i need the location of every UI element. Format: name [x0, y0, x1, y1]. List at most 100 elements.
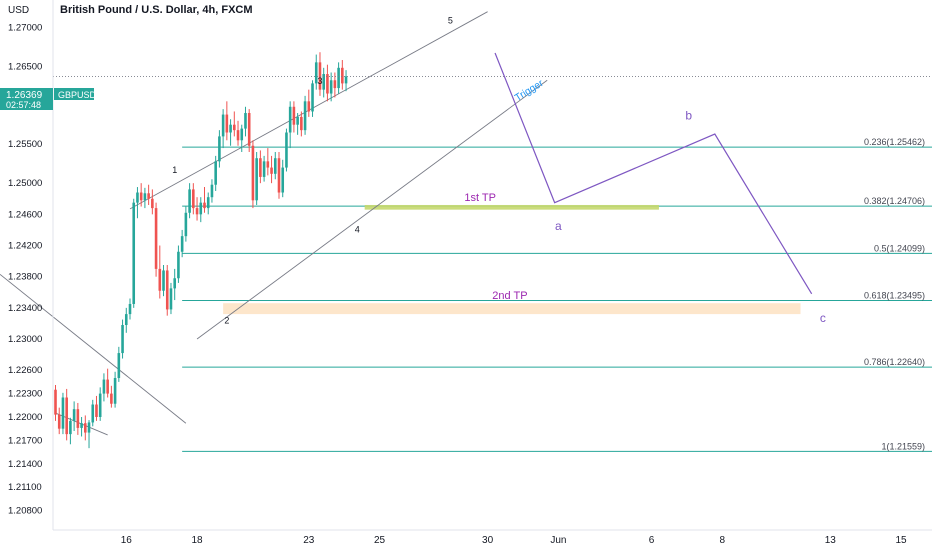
- fib-level-label: 0.5(1.24099): [874, 243, 925, 253]
- candle-body: [61, 397, 65, 429]
- candle: [225, 101, 229, 141]
- candle-body: [296, 116, 299, 125]
- candle: [113, 371, 117, 408]
- x-tick-label: 25: [374, 535, 386, 546]
- candle-body: [121, 325, 124, 354]
- candle: [333, 72, 337, 98]
- bar-countdown: 02:57:48: [6, 100, 41, 110]
- currency-label: USD: [8, 5, 29, 16]
- y-tick-label: 1.23400: [8, 303, 42, 314]
- tp1-zone[interactable]: [364, 204, 659, 210]
- y-tick-label: 1.20800: [8, 506, 42, 517]
- y-tick-label: 1.22000: [8, 412, 42, 423]
- wave-projection[interactable]: Trigger: [494, 52, 813, 295]
- candle: [341, 60, 344, 90]
- candle-body: [84, 423, 87, 433]
- candle: [169, 282, 173, 315]
- candle: [262, 155, 266, 182]
- candle-body: [98, 393, 102, 417]
- fib-level-label: 0.618(1.23495): [864, 290, 925, 300]
- candle: [329, 72, 333, 102]
- candle: [98, 387, 102, 421]
- candle: [273, 151, 277, 180]
- x-tick-label: 23: [303, 535, 315, 546]
- descending-trendline[interactable]: [0, 274, 187, 424]
- candle: [203, 187, 206, 213]
- candle-body: [210, 184, 214, 198]
- fib-level-label: 1(1.21559): [881, 441, 925, 451]
- tp2-zone[interactable]: [223, 303, 801, 315]
- candle: [192, 183, 195, 215]
- candle: [162, 265, 165, 297]
- candle-body: [288, 106, 292, 133]
- candle-body: [206, 197, 210, 209]
- candle-body: [270, 167, 273, 174]
- candle-body: [311, 83, 314, 112]
- candle: [296, 113, 299, 135]
- y-tick-label: 1.25000: [8, 178, 42, 189]
- candle-body: [247, 113, 251, 146]
- candle-body: [281, 167, 285, 193]
- candle-body: [236, 130, 240, 141]
- y-tick-label: 1.23000: [8, 334, 42, 345]
- candle-body: [307, 101, 311, 112]
- candle-body: [69, 420, 72, 435]
- candle: [210, 179, 214, 203]
- candle-body: [303, 101, 307, 131]
- candle: [292, 101, 296, 133]
- candle-body: [124, 314, 128, 326]
- candle-body: [221, 114, 225, 137]
- candle: [177, 245, 180, 283]
- candle: [65, 388, 68, 441]
- abc-projection-path[interactable]: [494, 52, 813, 295]
- y-tick-label: 1.21400: [8, 459, 42, 470]
- fibonacci-retracement[interactable]: 0.236(1.25462) 0.382(1.24706) 0.5(1.24099)…: [182, 137, 932, 452]
- x-tick-label: 18: [191, 535, 203, 546]
- candlestick-series: [54, 52, 348, 449]
- candle-body: [259, 158, 262, 177]
- y-tick-label: 1.24600: [8, 209, 42, 220]
- candle-body: [266, 161, 270, 168]
- candle-body: [214, 161, 217, 185]
- candle-body: [147, 193, 150, 199]
- candle-body: [80, 423, 83, 428]
- candle-body: [54, 389, 57, 415]
- current-price-tag: 1.26369 02:57:48 GBPUSD: [0, 88, 97, 110]
- tp2-label: 2nd TP: [492, 290, 527, 302]
- candle: [84, 415, 87, 441]
- candle-body: [285, 132, 288, 168]
- candle-body: [132, 202, 136, 304]
- candle: [303, 95, 307, 135]
- candle-body: [110, 393, 113, 404]
- candle: [76, 402, 80, 435]
- candle: [285, 128, 288, 172]
- x-axis[interactable]: 16 18 23 25 30 Jun 6 8 13 15: [121, 535, 907, 546]
- candle: [57, 407, 61, 435]
- take-profit-zones[interactable]: 1st TP 2nd TP: [223, 192, 801, 315]
- candle: [307, 89, 311, 117]
- y-tick-label: 1.24200: [8, 241, 42, 252]
- projection-label-a: a: [555, 219, 562, 233]
- candle: [184, 206, 188, 242]
- x-tick-label: 15: [896, 535, 908, 546]
- candle-body: [251, 145, 255, 201]
- current-price-value: 1.26369: [6, 90, 43, 101]
- candle-body: [300, 116, 303, 131]
- trend-channel[interactable]: [0, 11, 548, 436]
- y-tick-label: 1.26500: [8, 61, 42, 72]
- candle: [337, 62, 340, 94]
- candle-body: [199, 202, 203, 215]
- candle: [218, 130, 221, 168]
- candle: [214, 155, 217, 191]
- candle: [281, 159, 285, 198]
- candle: [102, 373, 106, 402]
- channel-lower-line[interactable]: [196, 79, 548, 340]
- candle: [165, 265, 169, 316]
- fib-level-label: 0.236(1.25462): [864, 137, 925, 147]
- tp1-label: 1st TP: [464, 192, 496, 204]
- candle: [233, 111, 236, 137]
- candle-body: [273, 158, 277, 174]
- candle: [318, 52, 322, 96]
- y-axis[interactable]: 1.270001.265001.260001.255001.250001.246…: [8, 22, 42, 516]
